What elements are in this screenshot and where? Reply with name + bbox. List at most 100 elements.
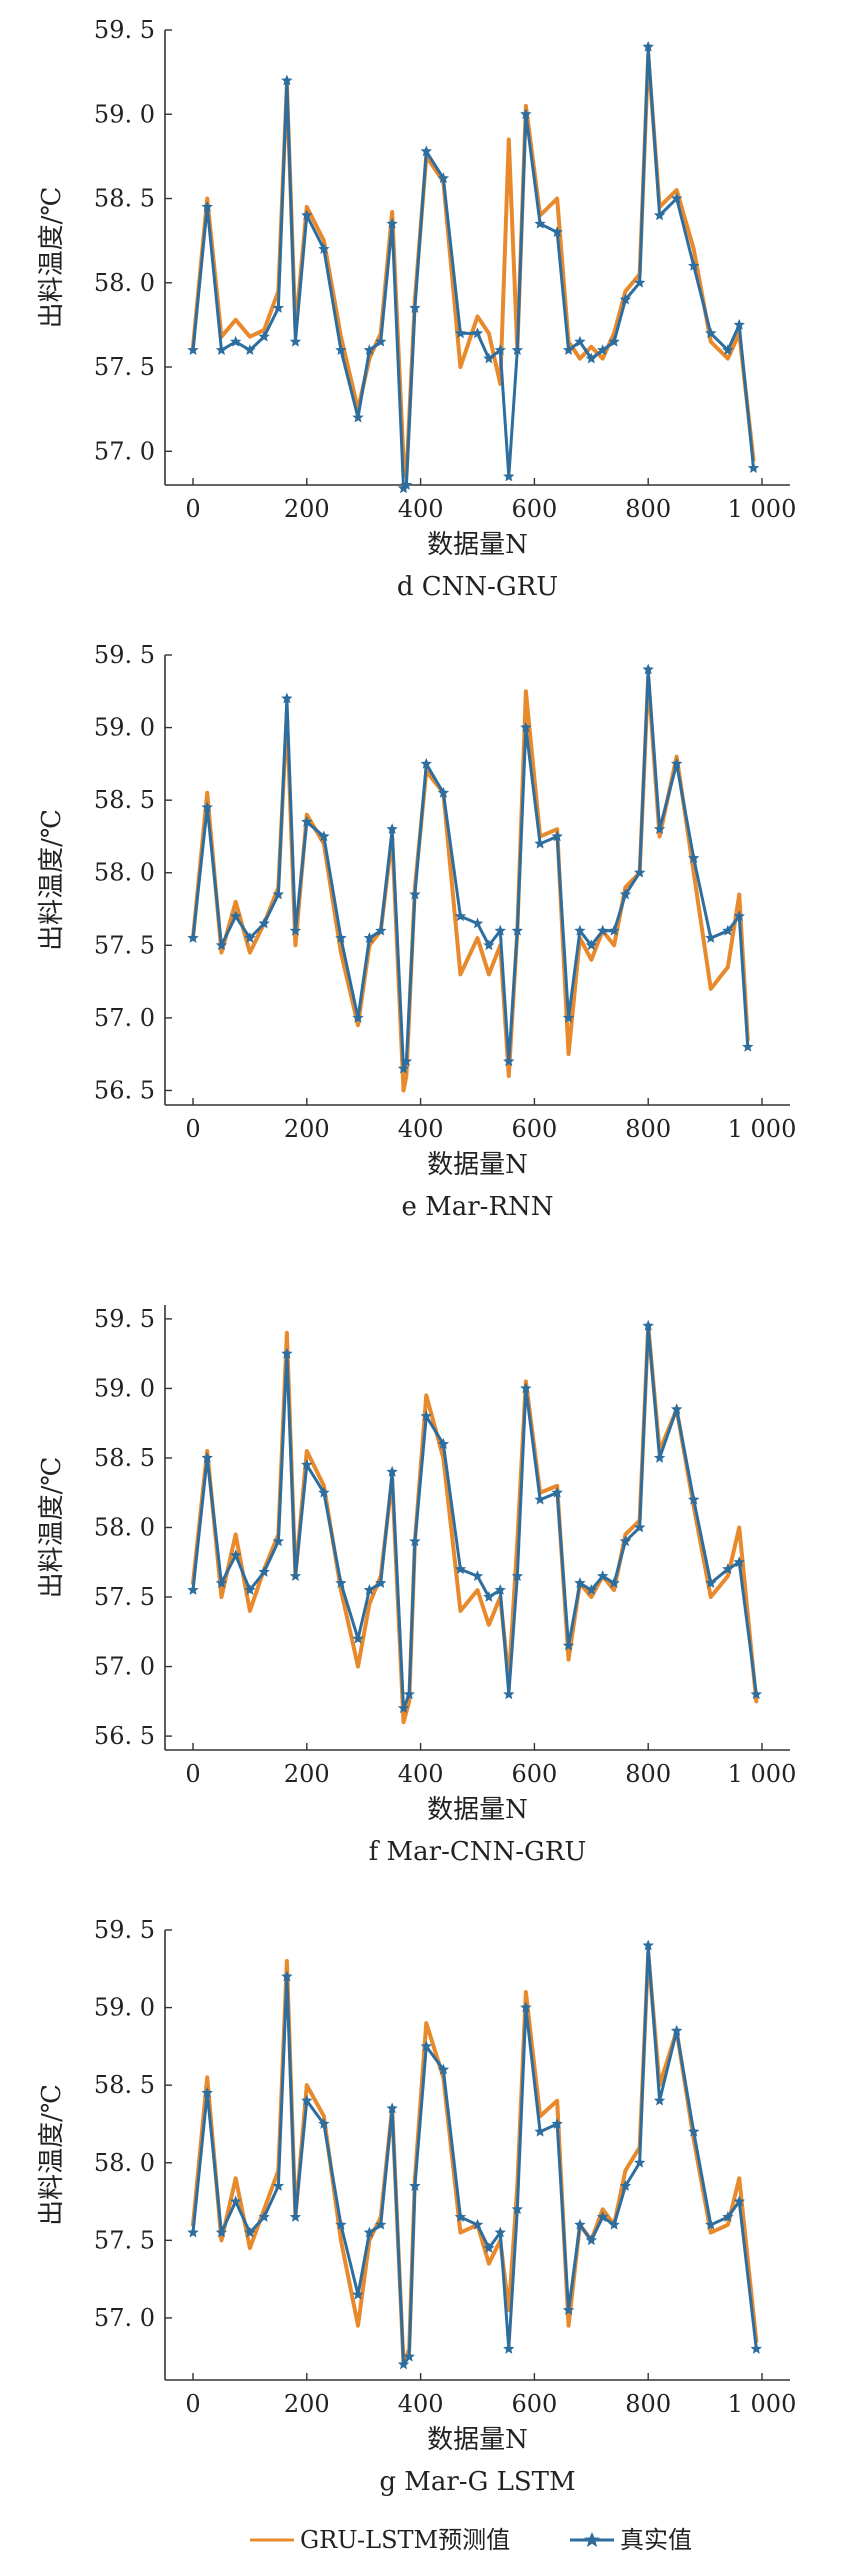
actual-data-point (301, 209, 313, 221)
actual-data-point (562, 2304, 575, 2316)
actual-data-point (454, 1563, 467, 1575)
actual-data-point (281, 692, 293, 704)
x-tick-label: 200 (284, 495, 330, 523)
actual-data-point (750, 1688, 763, 1700)
actual-data-point (642, 663, 654, 675)
actual-data-point (363, 344, 376, 356)
x-tick-label: 0 (185, 495, 200, 523)
actual-data-point (619, 888, 632, 900)
actual-data-point (375, 335, 387, 347)
y-tick-label: 57. 5 (94, 1583, 155, 1611)
actual-data-point (187, 1584, 199, 1595)
actual-data-point (705, 327, 717, 339)
actual-data-point (608, 335, 620, 347)
actual-data-point (608, 1577, 620, 1588)
actual-data-point (420, 1410, 432, 1422)
y-tick-label: 57. 0 (94, 1004, 155, 1032)
actual-data-point (386, 1465, 398, 1477)
actual-data-point (187, 932, 199, 943)
actual-data-point (585, 1584, 598, 1595)
actual-data-point (494, 1584, 506, 1595)
actual-data-point (281, 1970, 293, 1982)
actual-data-point (520, 108, 532, 120)
actual-data-point (670, 192, 683, 204)
actual-data-point (722, 2211, 734, 2222)
actual-data-point (733, 910, 745, 922)
actual-data-point (335, 1577, 347, 1588)
actual-data-point (688, 852, 700, 864)
actual-series-line (191, 668, 750, 1071)
actual-data-point (747, 462, 760, 473)
actual-data-point (722, 924, 734, 936)
actual-data-point (375, 1577, 387, 1588)
chart-panel-3: 56. 5 57. 0 57. 5 58. 0 58. 5 59. 0 59. 5 0 200 4… (37, 1305, 796, 1867)
actual-data-point (363, 1584, 376, 1595)
actual-data-point (272, 2180, 285, 2191)
actual-data-point (386, 823, 398, 835)
actual-data-point (494, 2226, 506, 2238)
actual-data-point (670, 2024, 683, 2036)
x-tick-label: 200 (284, 2390, 330, 2418)
actual-data-point (596, 344, 609, 356)
y-tick-label: 57. 5 (94, 2226, 155, 2254)
actual-data-point (352, 411, 364, 423)
actual-data-point (733, 2195, 745, 2207)
actual-data-point (670, 1403, 683, 1415)
x-tick-label: 600 (511, 495, 557, 523)
actual-data-point (520, 2001, 532, 2013)
x-axis-label: 数据量N (427, 2425, 528, 2455)
y-tick-label: 58. 5 (94, 786, 155, 814)
actual-data-point (551, 1486, 563, 1498)
actual-data-point (562, 344, 575, 356)
actual-data-point (258, 2211, 270, 2222)
actual-data-point (409, 888, 421, 900)
actual-data-point (289, 1570, 302, 1582)
actual-data-point (229, 335, 242, 347)
y-tick-label: 57. 0 (94, 437, 155, 465)
actual-data-point (229, 2195, 242, 2207)
actual-data-point (551, 2117, 563, 2129)
actual-data-point (705, 2218, 717, 2230)
actual-data-point (272, 1535, 285, 1547)
actual-data-point (733, 318, 745, 330)
chart-caption: e Mar-RNN (401, 1192, 553, 1222)
actual-data-point (318, 1486, 330, 1498)
actual-data-point (201, 1451, 213, 1463)
actual-data-point (215, 1577, 228, 1588)
y-tick-label: 57. 0 (94, 2304, 155, 2332)
chart-panel-1: 57. 0 57. 5 58. 0 58. 5 59. 0 59. 5 0 200 400 600… (37, 16, 796, 602)
actual-data-point (688, 2125, 700, 2137)
actual-data-point (318, 2117, 330, 2129)
y-tick-label: 59. 0 (94, 100, 155, 128)
x-tick-label: 1 000 (728, 495, 797, 523)
actual-data-point (244, 344, 256, 356)
actual-data-point (688, 259, 700, 271)
actual-data-point (471, 2218, 484, 2230)
actual-data-point (633, 1521, 646, 1533)
actual-data-point (201, 801, 213, 813)
actual-data-point (653, 1451, 666, 1463)
actual-data-point (244, 2226, 256, 2238)
y-tick-label: 59. 5 (94, 641, 155, 669)
actual-data-point (420, 145, 432, 157)
y-tick-label: 58. 0 (94, 2149, 155, 2177)
actual-data-point (409, 2180, 421, 2191)
actual-data-point (520, 721, 532, 733)
actual-data-point (596, 924, 609, 936)
x-tick-label: 0 (185, 2390, 200, 2418)
actual-data-point (608, 924, 620, 936)
y-tick-label: 57. 0 (94, 1653, 155, 1681)
actual-data-point (454, 327, 467, 339)
actual-data-point (483, 352, 495, 364)
actual-data-point (437, 1438, 450, 1449)
actual-data-point (585, 352, 598, 364)
actual-series-line (191, 45, 755, 490)
actual-data-point (375, 924, 387, 936)
actual-data-point (437, 172, 450, 184)
actual-data-point (619, 2180, 632, 2191)
actual-data-point (670, 757, 683, 769)
actual-data-point (244, 1584, 256, 1595)
legend-actual-label: 真实值 (620, 2526, 692, 2554)
actual-data-point (258, 330, 270, 342)
